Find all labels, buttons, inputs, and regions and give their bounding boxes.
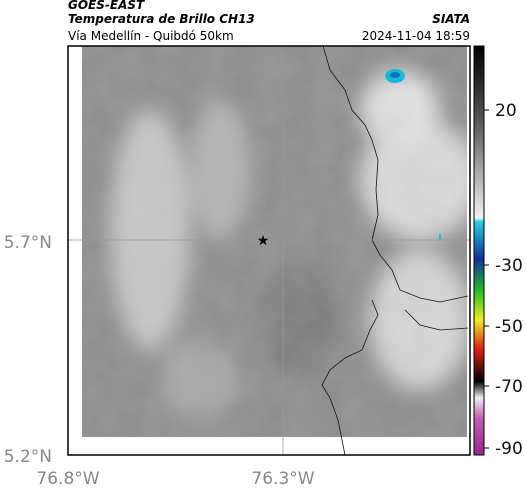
- colorbar-tick-label: 20: [495, 101, 517, 121]
- border: [321, 299, 379, 456]
- lon-label: 76.3°W: [251, 469, 314, 489]
- agency: SIATA: [432, 12, 470, 26]
- colorbar-tick-label: -50: [495, 317, 523, 337]
- location-marker: ★: [257, 233, 270, 249]
- source: GOES-EAST: [68, 0, 145, 12]
- title: Temperatura de Brillo CH13: [68, 12, 255, 26]
- lon-label: 76.8°W: [36, 469, 99, 489]
- map-frame: [67, 45, 471, 456]
- border: [322, 45, 469, 303]
- border: [404, 309, 469, 331]
- colorbar-tick-label: -90: [495, 439, 523, 459]
- colorbar-tick-label: -30: [495, 256, 523, 276]
- satellite-image: [82, 46, 467, 437]
- lat-label: 5.2°N: [4, 447, 52, 467]
- timestamp: 2024-11-04 18:59: [362, 29, 470, 43]
- colorbar-tick-label: -70: [495, 377, 523, 397]
- colorbar: [473, 45, 485, 456]
- subtitle: Vía Medellín - Quibdó 50km: [68, 29, 234, 43]
- lat-label: 5.7°N: [4, 233, 52, 253]
